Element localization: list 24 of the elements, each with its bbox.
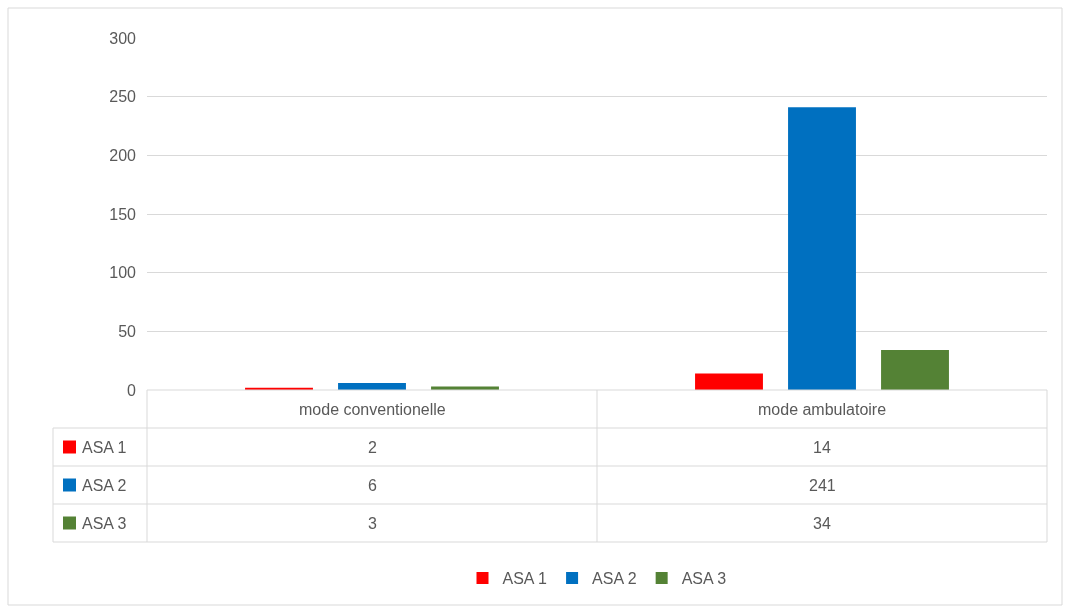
data-label: 14 [813, 439, 831, 456]
bar [881, 350, 949, 390]
y-tick-label: 200 [109, 146, 137, 164]
data-label: 34 [813, 515, 831, 532]
bar [695, 373, 763, 390]
text: ASA 2 [82, 477, 127, 494]
legend-label: ASA 2 [592, 570, 637, 588]
legend-label: ASA 1 [82, 439, 127, 456]
text: ASA 3 [82, 515, 127, 532]
legend-label: ASA 3 [681, 570, 727, 588]
y-tick-label: 50 [118, 322, 137, 340]
text: ASA 1 [502, 570, 547, 588]
y-tick-label: 0 [127, 381, 137, 399]
data-label: 241 [809, 477, 836, 494]
y-tick-label: 100 [109, 264, 137, 282]
y-tick-label: 150 [109, 205, 137, 223]
x-tick-label: mode conventionelle [299, 401, 446, 418]
data-label: 2 [368, 439, 377, 456]
x-tick-label: mode ambulatoire [758, 401, 887, 418]
data-label: 6 [368, 477, 377, 494]
y-tick-label: 300 [109, 29, 137, 47]
bar [788, 107, 856, 390]
y-tick-label: 250 [109, 88, 137, 106]
data-label: 3 [368, 515, 377, 532]
